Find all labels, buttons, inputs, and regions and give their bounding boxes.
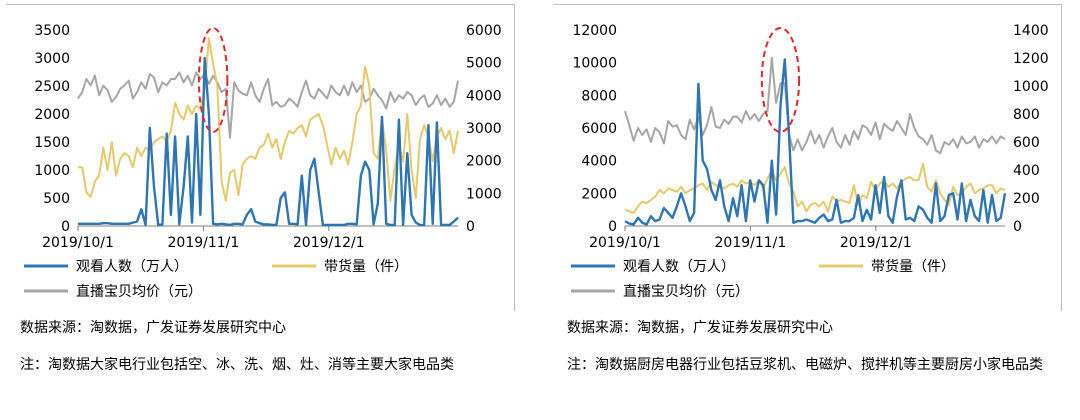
y-left-tick-label: 6000 — [581, 121, 617, 137]
legend-label: 观看人数（万人） — [76, 259, 188, 275]
y-left-tick-label: 3500 — [34, 23, 70, 39]
y-left-tick-label: 3000 — [34, 51, 70, 67]
y-right-tick-label: 2000 — [466, 154, 502, 170]
y-right-tick-label: 1200 — [1013, 51, 1049, 67]
y-right-tick-label: 0 — [466, 219, 475, 235]
y-right-tick-label: 1000 — [1013, 79, 1049, 95]
y-left-tick-label: 1500 — [34, 135, 70, 151]
series-line-viewers — [78, 56, 459, 227]
legend-label: 带货量（件） — [324, 258, 408, 275]
legend-label: 观看人数（万人） — [623, 259, 735, 275]
series-line-goods — [78, 37, 459, 202]
y-right-tick-label: 6000 — [466, 23, 502, 39]
y-left-tick-label: 1000 — [34, 163, 70, 179]
y-right-tick-label: 0 — [1013, 219, 1022, 235]
y-left-tick-label: 2500 — [34, 79, 70, 95]
y-left-tick-label: 12000 — [572, 23, 617, 39]
legend-item-viewers: 观看人数（万人） — [24, 259, 188, 275]
chart-note: 注：淘数据厨房电器行业包括豆浆机、电磁炉、搅拌机等主要厨房小家电品类 — [567, 357, 1043, 373]
y-right-tick-label: 4000 — [466, 88, 502, 104]
chart-note: 注：淘数据大家电行业包括空、冰、洗、烟、灶、消等主要大家电品类 — [20, 357, 454, 373]
line-chart: 0 2000 4000 6000 8000 10000 12000 0 200 400 600 800… — [571, 23, 1049, 300]
y-right-tick-label: 400 — [1013, 163, 1040, 179]
line-chart: 0 500 1000 1500 2000 2500 3000 3500 0 1000 2000 300… — [24, 23, 502, 300]
legend-label: 直播宝贝均价（元） — [76, 283, 202, 300]
x-tick-label: 2019/12/1 — [293, 235, 365, 251]
source-line: 数据来源：淘数据，广发证券发展研究中心 — [567, 320, 833, 336]
y-right-tick-label: 1000 — [466, 186, 502, 202]
chart-panel-kitchen: 0 2000 4000 6000 8000 10000 12000 0 200 400 600 800… — [547, 0, 1067, 420]
series-line-price — [624, 57, 1006, 155]
legend-label: 直播宝贝均价（元） — [623, 283, 749, 300]
y-right-tick-label: 3000 — [466, 121, 502, 137]
series-line-price — [77, 71, 459, 139]
y-right-tick-label: 600 — [1013, 135, 1040, 151]
x-tick-label: 2019/11/1 — [715, 235, 787, 251]
y-left-tick-label: 4000 — [581, 154, 617, 170]
series-line-goods — [624, 162, 1006, 214]
chart-panel-appliances: 0 500 1000 1500 2000 2500 3000 3500 0 1000 2000 300… — [0, 0, 520, 420]
x-tick-label: 2019/12/1 — [840, 235, 912, 251]
y-right-tick-label: 1400 — [1013, 23, 1049, 39]
series-line-viewers — [624, 58, 1007, 226]
y-left-tick-label: 0 — [61, 219, 70, 235]
chart-frame — [553, 4, 1062, 311]
chart-frame — [6, 4, 515, 311]
legend-item-price: 直播宝贝均价（元） — [24, 283, 202, 300]
x-tick-label: 2019/11/1 — [168, 235, 240, 251]
legend-item-viewers: 观看人数（万人） — [571, 259, 735, 275]
y-left-tick-label: 500 — [43, 191, 70, 207]
y-right-tick-label: 800 — [1013, 107, 1040, 123]
highlight-ellipse — [760, 27, 801, 133]
x-tick-label: 2019/10/1 — [589, 235, 661, 251]
legend-item-price: 直播宝贝均价（元） — [571, 283, 749, 300]
y-left-tick-label: 2000 — [34, 107, 70, 123]
y-left-tick-label: 10000 — [572, 56, 617, 72]
y-left-tick-label: 0 — [608, 219, 617, 235]
highlight-ellipse — [197, 27, 229, 133]
legend-item-goods: 带货量（件） — [272, 258, 408, 275]
source-line: 数据来源：淘数据，广发证券发展研究中心 — [20, 320, 286, 336]
y-left-tick-label: 8000 — [581, 88, 617, 104]
legend-item-goods: 带货量（件） — [819, 258, 955, 275]
legend-label: 带货量（件） — [871, 258, 955, 275]
y-left-tick-label: 2000 — [581, 186, 617, 202]
y-right-tick-label: 200 — [1013, 191, 1040, 207]
x-tick-label: 2019/10/1 — [42, 235, 114, 251]
y-right-tick-label: 5000 — [466, 56, 502, 72]
